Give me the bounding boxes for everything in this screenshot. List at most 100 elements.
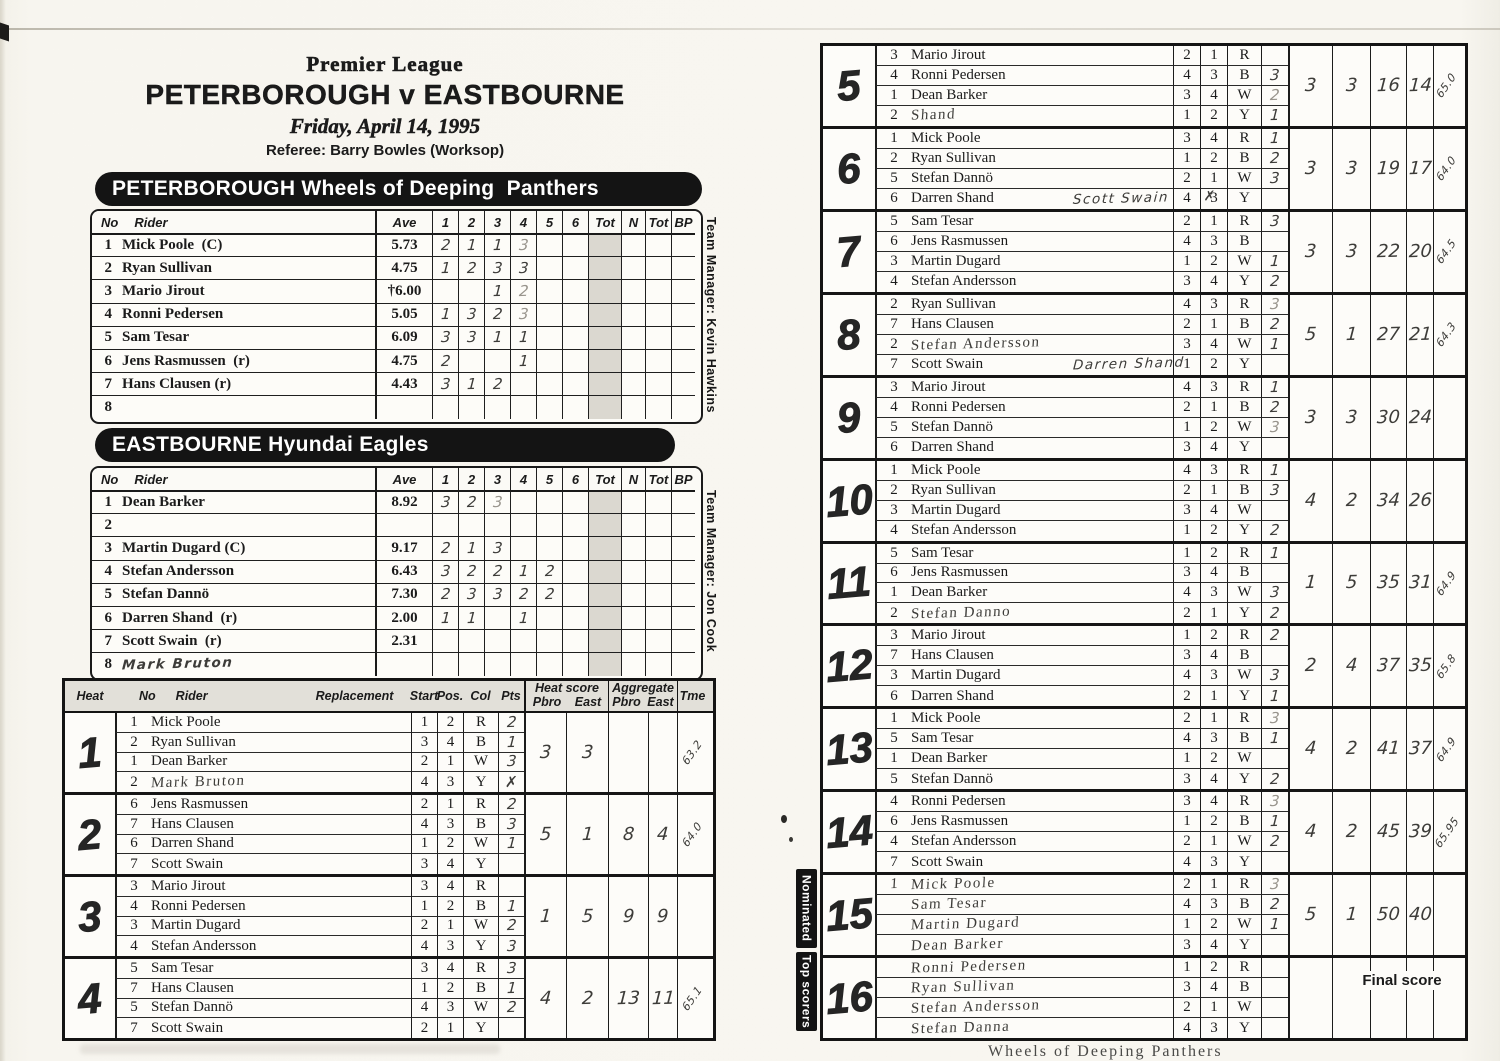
rider-name: Stefan Andersson — [122, 563, 235, 580]
tot2-cell — [645, 536, 671, 560]
heat-pos-cell: 3 — [437, 772, 463, 792]
ride-score-cell: 2 — [432, 233, 458, 257]
heat-time-cell: 64.0 — [677, 795, 707, 874]
heat-number-cell: 5 — [823, 46, 875, 126]
heat-pos-cell: 4 — [1200, 563, 1227, 584]
ave-cell — [375, 652, 432, 676]
heat-rider-name: Jens Rasmussen — [911, 564, 1009, 581]
heat-pos-cell: 3 — [1200, 729, 1227, 750]
heat-rider-name: Jens Rasmussen — [911, 813, 1009, 830]
heat-block: 10 1 Mick Poole 4 3 R 1 2 Ryan Sullivan 2 1 B 3 3 Mart… — [823, 457, 1465, 541]
heat-pos-cell: 4 — [437, 959, 463, 979]
col-aggregate: Aggregate Pbro East — [608, 681, 677, 711]
ride-score: 3 — [492, 258, 503, 277]
col-ride-5: 5 — [536, 211, 562, 233]
score-value: 1 — [1345, 323, 1358, 345]
heat-block: 13 1 Mick Poole 2 1 R 3 5 Sam Tesar 4 3 B 1 1 Dean Bar… — [823, 706, 1465, 790]
heat-start-cell: 3 — [411, 959, 437, 979]
heat-rider-no: 3 — [890, 46, 898, 63]
heat-pts-cell: 3 — [1261, 709, 1288, 730]
heat-pts-cell: 1 — [1261, 252, 1288, 272]
heat-pts-cell: 3 — [1261, 480, 1288, 501]
heat-rider-no: 5 — [890, 418, 898, 435]
score-value: 5 — [581, 905, 594, 927]
heat-rider-no: 3 — [130, 917, 138, 934]
heat-start-cell: 4 — [1173, 460, 1200, 481]
heat-score-agp-cell: 41 — [1370, 709, 1406, 790]
heat-score-hsp-cell: 4 — [524, 959, 566, 1038]
ride-score: 1 — [466, 235, 477, 255]
heat-pos-cell: 4 — [437, 854, 463, 874]
ride-score: 1 — [518, 608, 529, 627]
ride-score-cell: 3 — [432, 325, 458, 349]
heat-pos-cell: 4 — [437, 732, 463, 753]
heat-pts-cell: 1 — [498, 897, 524, 917]
heat-pos-cell: 2 — [437, 834, 463, 855]
heat-rider-no: 7 — [130, 815, 138, 832]
ride-score-cell — [562, 559, 588, 583]
ride-score-cell — [458, 513, 484, 537]
col-replacement: Replacement — [315, 689, 394, 703]
heat-start-cell: 4 — [411, 772, 437, 792]
heat-score-age-cell — [1406, 958, 1433, 1039]
heat-pts-cell: 2 — [1261, 520, 1288, 541]
col-rider: Rider — [134, 471, 168, 487]
pts-value: 1 — [1269, 543, 1281, 562]
ride-score-cell — [458, 395, 484, 419]
ave-cell: 4.75 — [375, 348, 432, 373]
heat-replacement: Darren Shand — [1072, 354, 1186, 374]
ride-score-cell — [484, 395, 510, 419]
heat-start-cell: 4 — [1173, 729, 1200, 750]
score-value: 39 — [1407, 820, 1433, 843]
heat-time-cell — [1433, 377, 1459, 458]
eastbourne-table: No Rider Ave 1 2 3 4 5 6 Tot N Tot BP 1 Dean Barker 8.9… — [90, 466, 703, 681]
heat-pts-cell: 2 — [1261, 626, 1288, 647]
heat-start-cell: 2 — [1173, 397, 1200, 418]
heat-col-cell: R — [1227, 875, 1261, 896]
heat-score-hsp-cell: 3 — [1288, 211, 1332, 292]
pts-value: 2 — [506, 998, 517, 1017]
heat-rider-name: Ronni Pedersen — [911, 66, 1006, 83]
col-ride-1: 1 — [432, 211, 458, 233]
heat-pts-cell: 1 — [1261, 686, 1288, 707]
ride-score-cell: 1 — [510, 348, 536, 373]
col-no: No — [101, 471, 119, 487]
tot2-cell — [645, 279, 671, 303]
tot2-cell — [645, 395, 671, 419]
heat-rider-no: 2 — [130, 733, 138, 750]
bp-cell — [671, 279, 695, 303]
bp-cell — [671, 629, 695, 653]
heat-score-hse-cell: 1 — [1332, 875, 1370, 956]
ride-score-cell — [536, 629, 562, 653]
heat-start-cell: 3 — [1173, 437, 1200, 458]
heat-pts-cell: 3 — [1261, 66, 1288, 86]
heat-rider-row: 1 Dean Barker — [875, 583, 1173, 604]
heat-score-agp-cell: 50 — [1370, 875, 1406, 956]
ride-score-cell — [484, 629, 510, 653]
heat-start-cell: 4 — [1173, 231, 1200, 252]
tot-cell — [588, 536, 621, 560]
heat-rider-no: 1 — [130, 713, 138, 730]
heat-pos-cell: 3 — [1200, 65, 1227, 86]
score-value: 1 — [1345, 904, 1358, 926]
heat-pos-cell: 1 — [1200, 168, 1227, 189]
rider-cell: 1 Dean Barker — [92, 490, 375, 513]
heat-pos-cell: 2 — [1200, 520, 1227, 541]
ride-score-cell: 1 — [432, 302, 458, 326]
heat-pos-cell: 1 — [1200, 314, 1227, 335]
pts-value: 1 — [1269, 251, 1281, 270]
heat-start-cell: 2 — [411, 1018, 437, 1038]
ride-score-cell — [536, 348, 562, 373]
score-value: 4 — [1345, 655, 1358, 677]
heat-pts-cell: 1 — [1261, 378, 1288, 398]
tot-cell — [588, 652, 621, 676]
ride-score-cell — [458, 629, 484, 653]
ride-score: 2 — [440, 585, 451, 604]
heat-col-cell: B — [463, 896, 498, 917]
col-ride-6: 6 — [562, 468, 588, 490]
ride-score-cell: 2 — [510, 279, 536, 303]
heat-rider-row: Stefan Andersson — [875, 997, 1173, 1019]
score-value: 34 — [1376, 489, 1401, 511]
score-value: 41 — [1376, 738, 1401, 760]
heat-block: 5 3 Mario Jirout 2 1 R 4 Ronni Pedersen 4 3 B 3 1 Dea… — [823, 46, 1465, 126]
